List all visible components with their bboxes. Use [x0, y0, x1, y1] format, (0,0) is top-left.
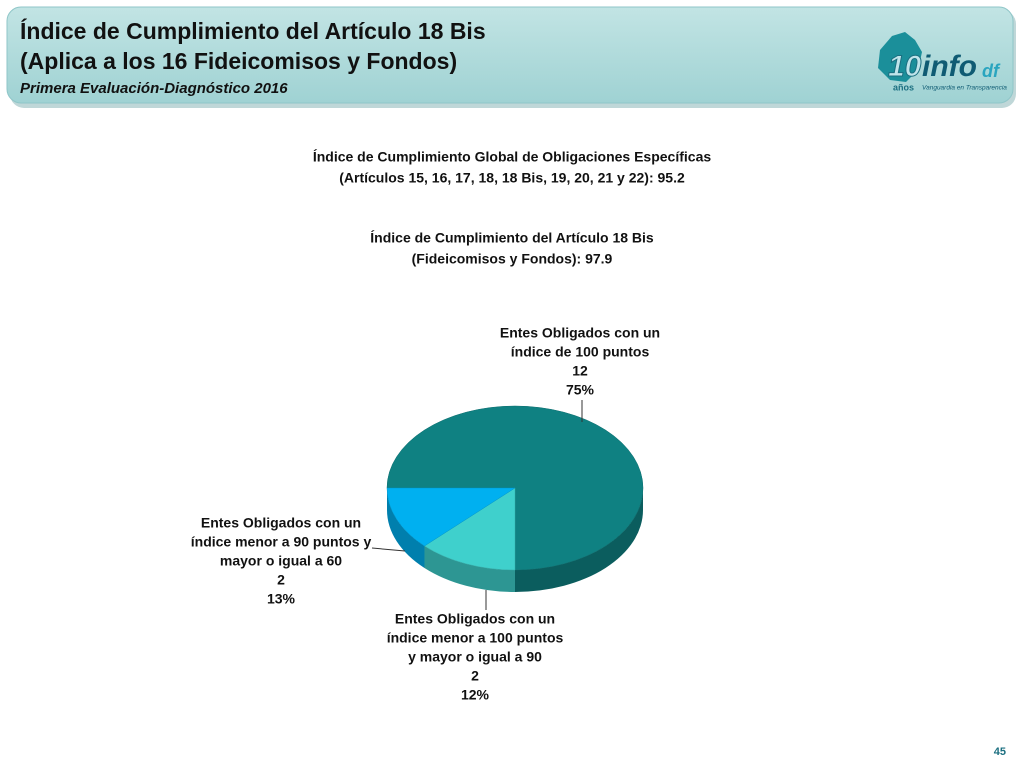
data-label: y mayor o igual a 90: [408, 649, 542, 665]
data-label: 12%: [461, 687, 490, 703]
statement-line: Índice de Cumplimiento del Artículo 18 B…: [370, 230, 654, 246]
logo-years: años: [893, 82, 914, 92]
logo: 10 info df años Vanguardia en Transparen…: [878, 32, 1007, 92]
data-label: 75%: [566, 382, 595, 398]
header-band: [6, 6, 1014, 104]
statement-line: (Artículos 15, 16, 17, 18, 18 Bis, 19, 2…: [339, 170, 685, 186]
pie-slice: [386, 405, 644, 571]
subtitle: Primera Evaluación-Diagnóstico 2016: [20, 80, 288, 97]
leader-line: [371, 547, 406, 552]
data-label: mayor o igual a 60: [220, 553, 342, 569]
data-label: índice menor a 90 puntos y: [191, 534, 372, 550]
data-label: Entes Obligados con un: [201, 515, 361, 531]
logo-map: [878, 32, 922, 82]
pie-slice-side: [515, 488, 643, 592]
logo-brand: info: [922, 50, 977, 83]
logo-suffix: df: [982, 61, 1001, 81]
statement-line: Índice de Cumplimiento Global de Obligac…: [313, 149, 712, 165]
data-label: 13%: [267, 591, 296, 607]
data-label: Entes Obligados con un: [395, 611, 555, 627]
data-label: índice de 100 puntos: [511, 344, 650, 360]
data-label: 12: [572, 363, 588, 379]
page-number: 45: [994, 746, 1006, 758]
data-label: índice menor a 100 puntos: [387, 630, 564, 646]
pie-slice: [424, 487, 516, 571]
data-label: Entes Obligados con un: [500, 325, 660, 341]
title-line: (Aplica a los 16 Fideicomisos y Fondos): [20, 48, 457, 74]
pie-slice: [386, 487, 516, 547]
data-label: 2: [277, 572, 285, 588]
title-line: Índice de Cumplimiento del Artículo 18 B…: [20, 17, 486, 44]
pie-slice-side: [424, 545, 515, 592]
data-label: 2: [471, 668, 479, 684]
logo-number: 10: [888, 50, 922, 83]
statement-line: (Fideicomisos y Fondos): 97.9: [412, 251, 613, 267]
logo-tagline: Vanguardia en Transparencia: [922, 85, 1007, 92]
pie-slice-side: [387, 488, 425, 568]
